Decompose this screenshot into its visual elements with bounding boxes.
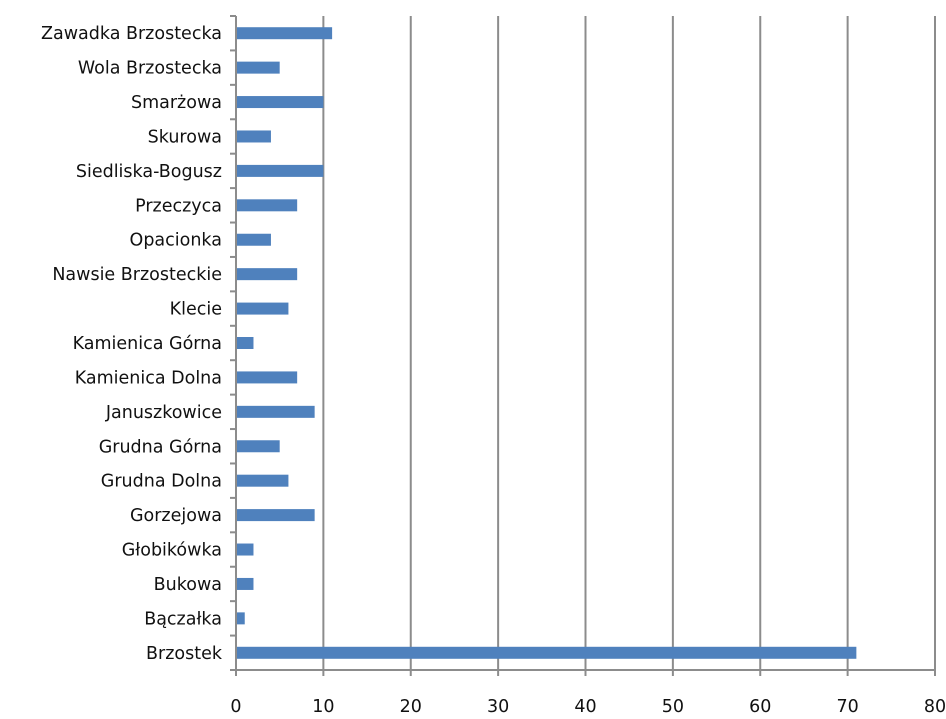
category-label: Przeczyca: [135, 196, 222, 216]
axes: [230, 15, 936, 676]
x-tick-label: 40: [574, 697, 596, 717]
bar-grudna-dolna: [237, 474, 289, 487]
bars: [237, 27, 857, 659]
category-label: Głobikówka: [122, 541, 222, 561]
category-label: Brzostek: [146, 644, 223, 664]
category-label: Bączałka: [144, 609, 222, 629]
category-label: Wola Brzostecka: [78, 59, 222, 79]
gridlines: [322, 16, 936, 670]
x-tick-label: 60: [749, 697, 771, 717]
bar-grudna-g-rna: [237, 440, 280, 453]
category-label: Nawsie Brzosteckie: [52, 265, 222, 285]
bar-b-cza-ka: [237, 612, 245, 625]
bar-g-obik-wka: [237, 543, 254, 556]
x-tick-label: 70: [836, 697, 858, 717]
x-tick-label: 0: [230, 697, 241, 717]
category-label: Grudna Górna: [99, 437, 222, 457]
bar-januszkowice: [237, 405, 315, 418]
bar-przeczyca: [237, 199, 298, 212]
x-tick-label: 10: [312, 697, 334, 717]
category-label: Gorzejowa: [130, 506, 222, 526]
category-label: Kamienica Górna: [73, 334, 222, 354]
category-label: Bukowa: [154, 575, 222, 595]
bar-skurowa: [237, 130, 271, 143]
category-label: Klecie: [170, 300, 222, 320]
bar-bukowa: [237, 577, 254, 590]
bar-zawadka-brzostecka: [237, 27, 333, 40]
category-label: Januszkowice: [105, 403, 222, 423]
x-tick-label: 30: [487, 697, 509, 717]
x-tick-label: 80: [924, 697, 946, 717]
category-label: Grudna Dolna: [101, 472, 222, 492]
bar-siedliska-bogusz: [237, 164, 324, 177]
bar-kamienica-g-rna: [237, 337, 254, 349]
bar-brzostek: [237, 646, 857, 659]
bar-kamienica-dolna: [237, 371, 298, 384]
category-label: Opacionka: [130, 231, 222, 251]
category-label: Siedliska-Bogusz: [76, 162, 222, 182]
bar-klecie: [237, 302, 289, 315]
bar-nawsie-brzosteckie: [237, 268, 298, 281]
bar-wola-brzostecka: [237, 61, 280, 74]
category-label: Smarżowa: [131, 93, 222, 113]
category-label: Kamienica Dolna: [75, 368, 222, 388]
bar-opacionka: [237, 233, 271, 246]
category-label: Zawadka Brzostecka: [41, 24, 222, 44]
x-tick-label: 50: [662, 697, 684, 717]
labels: 0 10 20 30 40 50 60 70 80 Brzostek Bączałka Bukowa G…: [41, 24, 946, 717]
bar-gorzejowa: [237, 509, 315, 522]
x-tick-label: 20: [400, 697, 422, 717]
category-label: Skurowa: [148, 127, 222, 147]
bar-smar-owa: [237, 96, 324, 109]
